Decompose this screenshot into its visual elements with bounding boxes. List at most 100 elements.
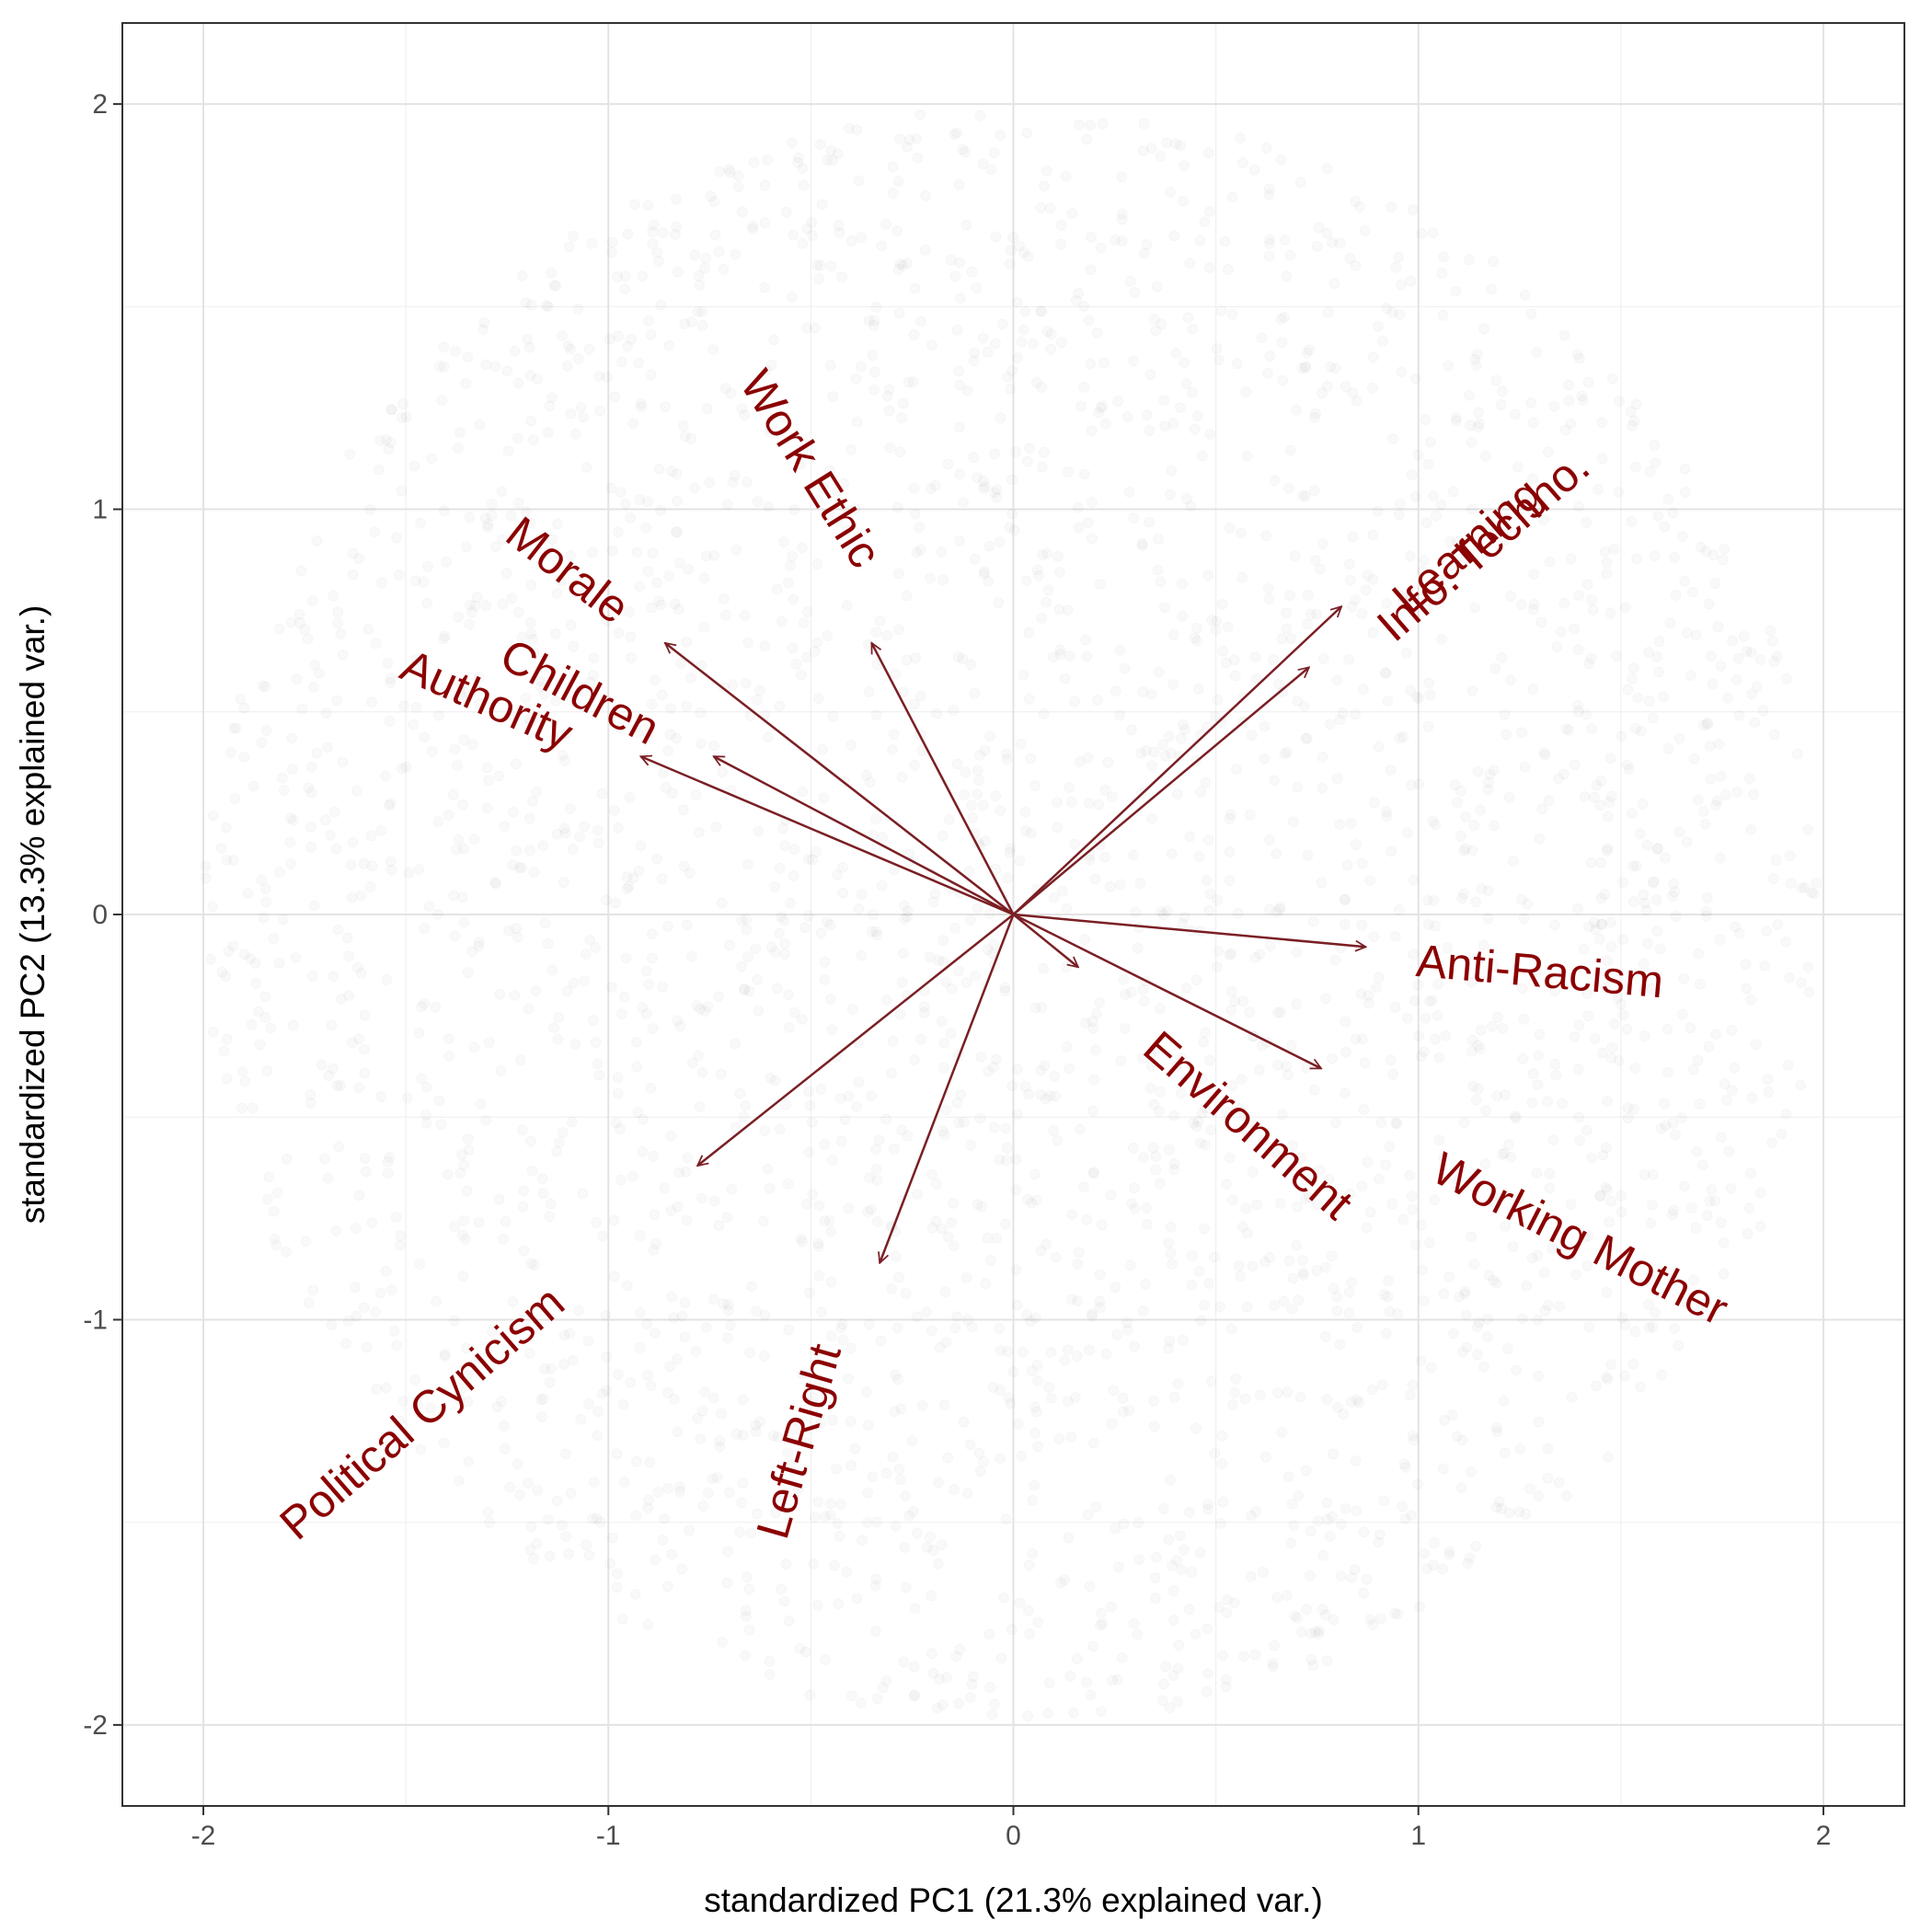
- observation-point: [738, 1395, 748, 1405]
- observation-point: [1580, 791, 1590, 801]
- observation-point: [912, 547, 922, 558]
- observation-point: [1166, 1222, 1176, 1232]
- observation-point: [1192, 636, 1202, 646]
- observation-point: [1205, 429, 1215, 439]
- observation-point: [469, 834, 479, 845]
- observation-point: [1264, 834, 1274, 845]
- observation-point: [453, 443, 463, 454]
- observation-point: [1627, 420, 1637, 431]
- observation-point: [500, 1443, 510, 1454]
- observation-point: [1407, 1191, 1417, 1202]
- observation-point: [939, 1130, 949, 1140]
- observation-point: [1422, 895, 1432, 905]
- observation-point: [431, 1002, 441, 1012]
- observation-point: [937, 831, 948, 841]
- observation-point: [1549, 920, 1559, 930]
- observation-point: [616, 1009, 627, 1019]
- observation-point: [1301, 1063, 1311, 1073]
- observation-point: [910, 510, 920, 520]
- observation-point: [969, 356, 979, 366]
- observation-point: [1517, 728, 1527, 738]
- observation-point: [1106, 1602, 1116, 1612]
- observation-point: [793, 153, 803, 163]
- observation-point: [392, 533, 402, 543]
- observation-point: [944, 814, 954, 824]
- observation-point: [260, 682, 270, 692]
- observation-point: [308, 682, 318, 692]
- observation-point: [1362, 1574, 1372, 1584]
- observation-point: [1018, 325, 1029, 335]
- observation-point: [533, 1485, 543, 1495]
- observation-point: [1532, 1168, 1542, 1179]
- observation-point: [1129, 356, 1139, 366]
- observation-point: [1221, 658, 1231, 668]
- observation-point: [635, 1231, 645, 1241]
- observation-point: [791, 659, 801, 669]
- observation-point: [1045, 1678, 1055, 1688]
- observation-point: [660, 1183, 670, 1193]
- observation-point: [1764, 1087, 1774, 1097]
- observation-point: [1491, 375, 1501, 385]
- observation-point: [1327, 1251, 1337, 1261]
- observation-point: [1767, 636, 1777, 646]
- observation-point: [1705, 1196, 1715, 1206]
- observation-point: [538, 1189, 548, 1199]
- observation-point: [1648, 713, 1658, 723]
- observation-point: [1117, 172, 1127, 182]
- observation-point: [1606, 1360, 1616, 1370]
- observation-point: [1466, 1232, 1477, 1242]
- observation-point: [632, 1062, 642, 1072]
- observation-point: [1277, 1427, 1287, 1437]
- observation-point: [1477, 884, 1487, 894]
- observation-point: [459, 735, 469, 745]
- observation-point: [825, 995, 835, 1005]
- observation-point: [1528, 604, 1538, 615]
- observation-point: [1627, 809, 1637, 819]
- observation-point: [1227, 192, 1237, 202]
- observation-point: [1154, 1106, 1164, 1116]
- observation-point: [1423, 721, 1433, 731]
- observation-point: [306, 788, 316, 798]
- observation-point: [545, 401, 555, 411]
- observation-point: [696, 707, 706, 718]
- observation-point: [1455, 831, 1466, 841]
- observation-point: [743, 952, 753, 962]
- observation-point: [1643, 647, 1653, 657]
- observation-point: [926, 1169, 937, 1179]
- observation-point: [663, 745, 673, 755]
- observation-point: [641, 966, 651, 976]
- observation-point: [1217, 1431, 1227, 1441]
- observation-point: [646, 1380, 656, 1390]
- observation-point: [734, 1527, 744, 1537]
- observation-point: [1669, 879, 1679, 889]
- observation-point: [440, 631, 450, 641]
- observation-point: [1605, 753, 1616, 764]
- observation-point: [1085, 1581, 1095, 1592]
- observation-point: [961, 977, 972, 987]
- observation-point: [552, 1496, 562, 1506]
- observation-point: [1274, 679, 1284, 689]
- loading-arrow: [1013, 913, 1366, 947]
- observation-point: [1330, 955, 1340, 965]
- observation-point: [926, 1326, 937, 1336]
- observation-point: [690, 250, 700, 260]
- observation-point: [251, 978, 261, 988]
- observation-point: [1188, 387, 1198, 397]
- observation-point: [1023, 1711, 1033, 1721]
- observation-point: [1550, 1059, 1560, 1069]
- observation-point: [1680, 488, 1690, 498]
- observation-point: [239, 752, 249, 762]
- observation-point: [462, 1186, 472, 1196]
- observation-point: [500, 822, 510, 832]
- observation-point: [1363, 991, 1374, 1001]
- observation-point: [1056, 239, 1066, 249]
- observation-point: [764, 501, 774, 512]
- observation-point: [597, 788, 607, 799]
- observation-point: [1573, 1064, 1583, 1074]
- observation-point: [1060, 673, 1070, 684]
- observation-point: [1385, 1142, 1395, 1152]
- observation-point: [554, 1137, 564, 1147]
- observation-point: [1261, 143, 1271, 153]
- observation-point: [1205, 889, 1215, 899]
- observation-point: [720, 384, 730, 394]
